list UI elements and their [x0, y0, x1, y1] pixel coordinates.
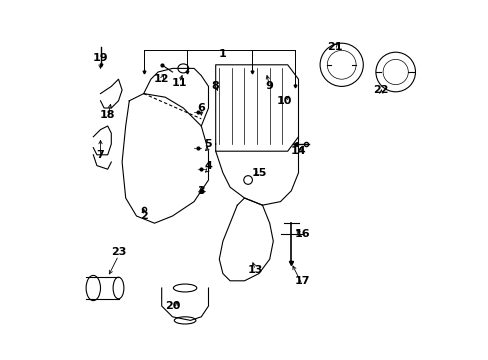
- Text: 7: 7: [97, 150, 104, 160]
- Text: 21: 21: [326, 42, 342, 52]
- Text: 8: 8: [211, 81, 219, 91]
- Text: 13: 13: [247, 265, 263, 275]
- Text: 4: 4: [204, 161, 212, 171]
- Text: 17: 17: [294, 276, 309, 286]
- Text: 18: 18: [100, 110, 115, 120]
- Text: 14: 14: [290, 146, 305, 156]
- Text: 15: 15: [251, 168, 266, 178]
- Text: 11: 11: [172, 78, 187, 88]
- Text: 2: 2: [140, 211, 147, 221]
- Text: 10: 10: [276, 96, 291, 106]
- Text: 6: 6: [197, 103, 205, 113]
- Text: 5: 5: [204, 139, 212, 149]
- Text: 23: 23: [111, 247, 126, 257]
- Text: 1: 1: [219, 49, 226, 59]
- Text: 20: 20: [164, 301, 180, 311]
- Text: 12: 12: [154, 74, 169, 84]
- Text: 22: 22: [373, 85, 388, 95]
- Text: 3: 3: [197, 186, 204, 196]
- Text: 19: 19: [93, 53, 108, 63]
- Text: 16: 16: [294, 229, 309, 239]
- Text: 9: 9: [265, 81, 273, 91]
